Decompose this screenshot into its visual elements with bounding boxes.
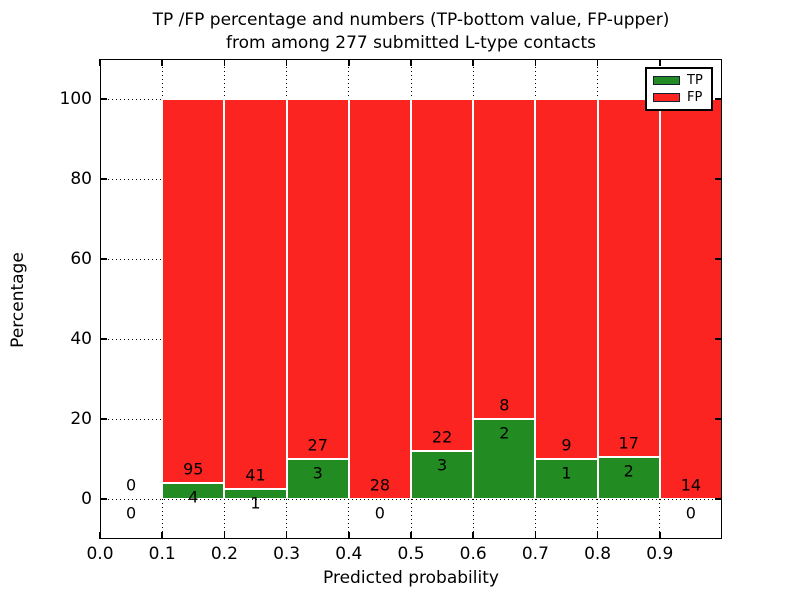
y-tick-right [715,258,722,260]
fp-count-label: 8 [499,395,510,415]
y-tick-right [715,338,722,340]
legend-label-fp: FP [687,90,703,105]
chart-title: TP /FP percentage and numbers (TP-bottom… [100,9,722,55]
x-tick-label: 0.4 [335,544,363,564]
fp-count-label: 95 [183,459,204,479]
x-tick-top [348,59,350,66]
fp-bar-segment [535,99,598,459]
y-tick-left [100,98,107,100]
fp-bar-segment [473,99,536,419]
fp-bar-segment [224,99,287,490]
fp-count-label: 22 [431,427,453,447]
fp-swatch-icon [653,93,680,102]
x-tick-bottom [223,532,226,539]
y-tick-left [100,258,107,260]
plot-area: 0 0 95 4 41 1 27 3 28 0 22 3 8 2 9 1 17 2 14 0 [99,59,722,539]
x-tick-top [410,59,412,66]
x-tick-top [659,59,661,66]
x-tick-bottom [596,532,599,539]
fp-count-label: 27 [307,435,328,455]
y-tick-label: 80 [70,169,92,189]
y-axis-label: Percentage [8,252,28,348]
x-tick-label: 0.3 [273,544,301,564]
y-tick-right [715,98,722,100]
fp-bar-segment [659,99,722,499]
fp-bar-segment [348,99,411,499]
tp-count-label: 2 [499,423,510,443]
x-tick-bottom [348,532,350,539]
chart-title-line2: from among 277 submitted L-type contacts [225,33,596,53]
y-tick-right [715,178,722,180]
x-tick-top [223,59,226,66]
x-tick-label: 0.6 [459,544,487,564]
x-tick-label: 0.2 [210,544,238,564]
x-tick-top [596,59,599,66]
fp-bar-segment [411,99,474,451]
x-tick-bottom [99,532,101,539]
x-tick-bottom [161,532,163,539]
x-tick-top [285,59,288,66]
chart-title-line1: TP /FP percentage and numbers (TP-bottom… [152,10,670,30]
y-tick-label: 60 [70,249,92,269]
tp-count-label: 2 [623,461,634,481]
x-tick-top [161,59,163,66]
x-tick-bottom [534,532,537,539]
tp-count-label: 3 [437,455,448,475]
fp-count-label: 41 [245,465,266,485]
tp-bar-segment [473,419,536,499]
tp-count-label: 1 [561,463,572,483]
fp-count-label: 17 [618,433,639,453]
tp-count-label: 0 [374,503,385,523]
legend-item-tp: TP [647,74,711,87]
x-tick-label: 0.5 [397,544,425,564]
x-tick-label: 0.7 [521,544,549,564]
y-tick-label: 20 [70,409,92,429]
x-tick-bottom [659,532,661,539]
tp-bar-segment [411,451,474,499]
tp-count-label: 0 [126,503,137,523]
x-tick-top [534,59,537,66]
fp-count-label: 14 [680,475,702,495]
x-tick-top [472,59,474,66]
tp-count-label: 0 [685,503,696,523]
fp-count-label: 9 [561,435,572,455]
legend-item-fp: FP [647,91,711,104]
x-tick-label: 0.8 [584,544,612,564]
y-tick-left [100,498,107,500]
tp-count-label: 4 [188,487,199,507]
y-tick-left [100,338,107,340]
y-tick-right [715,418,722,420]
legend-label-tp: TP [687,73,703,88]
legend: TP FP [645,67,713,111]
y-tick-left [100,418,107,420]
tp-bar-segment [286,459,349,499]
tp-bar-segment [162,482,225,499]
tp-count-label: 3 [312,463,323,483]
y-tick-label: 0 [81,489,92,509]
y-tick-label: 100 [59,89,92,109]
x-tick-label: 0.0 [86,544,114,564]
fp-bar-segment [597,99,660,457]
x-tick-bottom [410,532,412,539]
y-tick-left [100,178,107,180]
x-tick-bottom [285,532,288,539]
x-axis-label: Predicted probability [323,568,499,588]
y-tick-label: 40 [70,329,92,349]
tp-bar-segment [224,489,287,499]
x-tick-label: 0.1 [148,544,176,564]
fp-count-label: 0 [126,475,137,495]
x-gridline [99,59,101,539]
tp-bar-segment [597,456,660,499]
fp-count-label: 28 [369,475,391,495]
fp-bar-segment [286,99,349,459]
x-tick-bottom [472,532,474,539]
x-tick-label: 0.9 [646,544,674,564]
tp-swatch-icon [653,76,680,85]
y-tick-right [715,498,722,500]
fp-bar-segment [162,99,225,483]
tp-count-label: 1 [250,493,261,513]
tp-bar-segment [535,459,598,499]
x-tick-top [99,59,101,66]
